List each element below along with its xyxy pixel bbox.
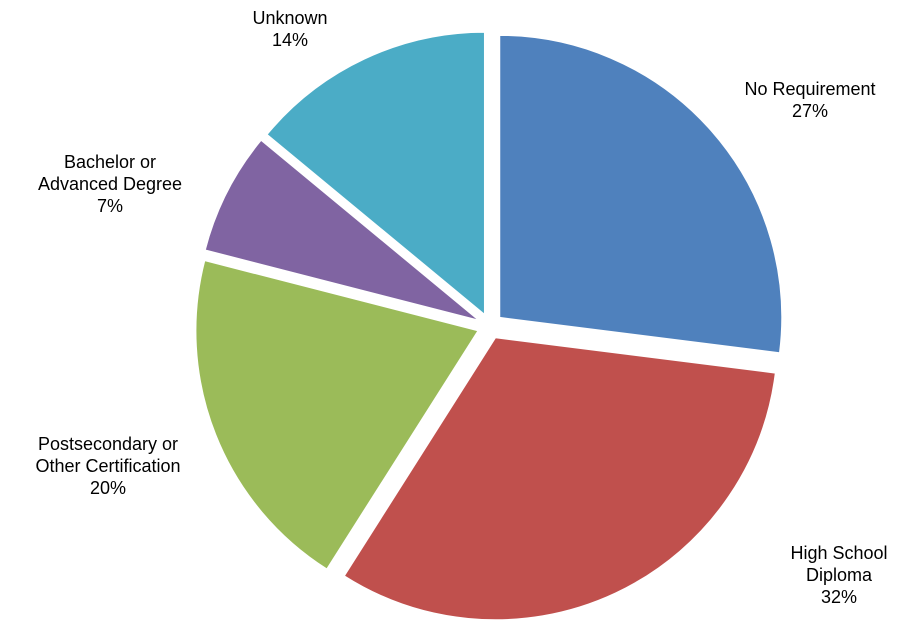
slice-percent: 7% (96, 196, 123, 216)
slice-name-line: High School (790, 543, 888, 563)
slice-label-unknown: Unknown 14% (230, 7, 350, 51)
pie-slice-bachelor-or-advanced-degree (204, 139, 479, 321)
slice-percent: 27% (791, 101, 829, 121)
slice-name-line: Diploma (805, 565, 873, 585)
slice-label-no-requirement: No Requirement 27% (705, 78, 915, 122)
slice-label-high-school-diploma: High School Diploma 32% (764, 542, 914, 608)
pie-slice-postsecondary-or-other-certification (195, 260, 479, 570)
slice-name-line: Bachelor or (63, 152, 157, 172)
slice-label-postsecondary: Postsecondary or Other Certification 20% (0, 433, 216, 499)
slice-percent: 20% (89, 478, 127, 498)
slice-name-line: Other Certification (35, 456, 181, 476)
slice-name-line: Advanced Degree (37, 174, 183, 194)
pie-slices (195, 31, 783, 621)
pie-slice-no-requirement (499, 34, 783, 354)
slice-label-bachelor: Bachelor or Advanced Degree 7% (20, 151, 200, 217)
slice-percent: 14% (271, 30, 309, 50)
pie-slice-high-school-diploma (343, 337, 776, 621)
slice-name-line: Postsecondary or (37, 434, 179, 454)
pie-slice-unknown (266, 31, 485, 316)
slice-name-line: Unknown (252, 8, 328, 28)
slice-percent: 32% (820, 587, 858, 607)
slice-name-line: No Requirement (744, 79, 876, 99)
